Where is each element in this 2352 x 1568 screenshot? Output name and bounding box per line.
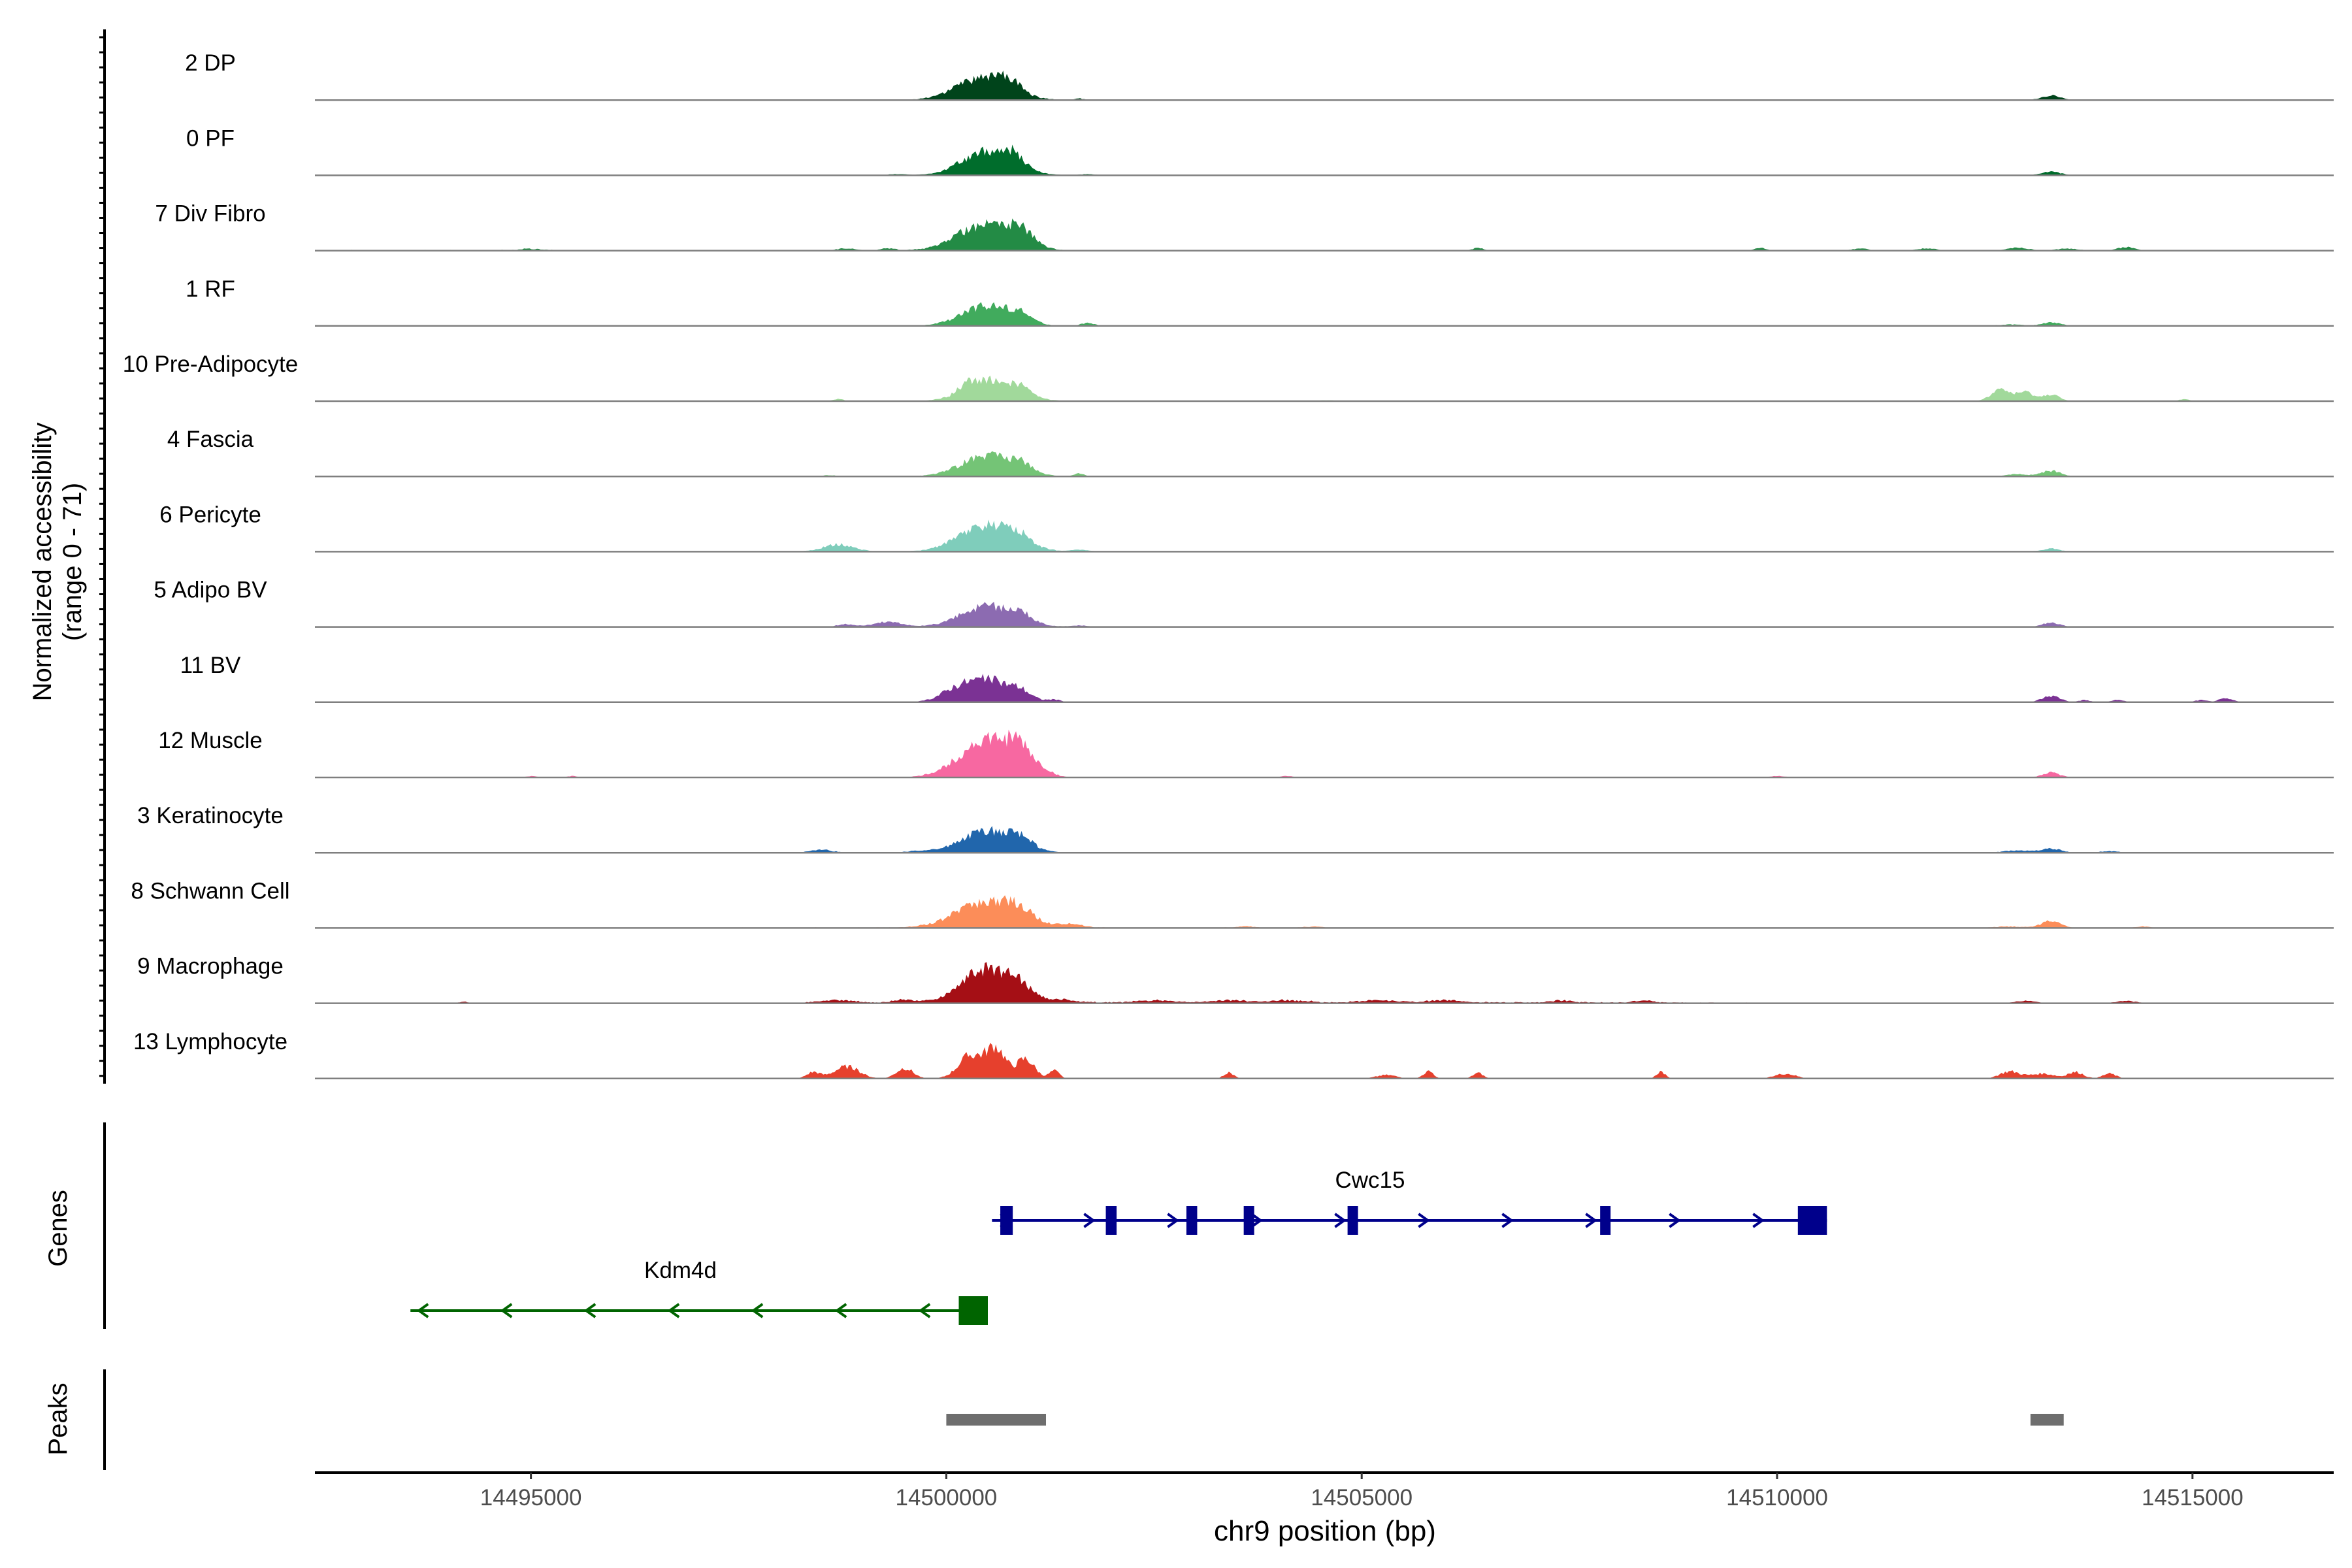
- track-11: 3 Keratinocyte: [137, 803, 2334, 854]
- exon: [1600, 1206, 1611, 1235]
- coverage-y-axis: [99, 29, 106, 1084]
- track-4: 1 RF: [186, 276, 2334, 327]
- exon: [958, 1296, 988, 1325]
- peaks-panel-label: Peaks: [44, 1382, 73, 1455]
- track-12: 8 Schwann Cell: [131, 878, 2334, 929]
- track-label: 9 Macrophage: [137, 954, 284, 979]
- coverage-area: [315, 218, 2334, 251]
- track-label: 10 Pre-Adipocyte: [123, 351, 298, 377]
- strand-arrow: [1669, 1213, 1681, 1228]
- coverage-area: [315, 375, 2334, 401]
- strand-arrow: [416, 1303, 429, 1318]
- peak-track: [946, 1414, 2064, 1426]
- track-3: 7 Div Fibro: [155, 201, 2334, 252]
- track-label: 4 Fascia: [167, 427, 254, 452]
- track-13: 9 Macrophage: [137, 954, 2334, 1004]
- exon: [1000, 1206, 1013, 1235]
- coverage-area: [315, 729, 2334, 777]
- exon: [1243, 1206, 1254, 1235]
- coverage-area: [315, 519, 2334, 552]
- coverage-area: [315, 674, 2334, 702]
- coverage-area: [315, 451, 2334, 477]
- track-label: 6 Pericyte: [159, 502, 261, 527]
- strand-arrow: [1083, 1213, 1096, 1228]
- x-tick-label: 14500000: [896, 1485, 998, 1511]
- strand-arrow: [1501, 1213, 1514, 1228]
- track-label: 13 Lymphocyte: [133, 1029, 287, 1054]
- exon: [1797, 1206, 1827, 1235]
- exon: [1186, 1206, 1198, 1235]
- strand-arrow: [751, 1303, 764, 1318]
- coverage-area: [315, 962, 2334, 1004]
- track-label: 12 Muscle: [158, 728, 263, 753]
- strand-arrow: [1752, 1213, 1765, 1228]
- track-label: 5 Adipo BV: [154, 578, 267, 603]
- track-label: 7 Div Fibro: [155, 201, 265, 227]
- coverage-area: [315, 826, 2334, 853]
- gene-cwc15: Cwc15: [992, 1168, 1827, 1235]
- coverage-area: [315, 302, 2334, 326]
- coverage-tracks: 2 DP 0 PF 7 Div Fibro 1 RF 10 Pre-Adipocyte 4…: [123, 50, 2334, 1080]
- gene-kdm4d: Kdm4d: [410, 1258, 988, 1325]
- y-axis-label: Normalized accessibility: [28, 423, 57, 702]
- strand-arrow: [1418, 1213, 1430, 1228]
- track-6: 4 Fascia: [167, 427, 2334, 478]
- strand-arrow: [1250, 1213, 1263, 1228]
- track-1: 2 DP: [185, 50, 2334, 101]
- track-2: 0 PF: [186, 125, 2334, 176]
- track-label: 11 BV: [180, 653, 241, 678]
- coverage-area: [315, 144, 2334, 176]
- peak-region: [946, 1414, 1047, 1426]
- gene-name-label: Kdm4d: [644, 1258, 717, 1283]
- coverage-area: [315, 1043, 2334, 1079]
- x-tick-label: 14505000: [1311, 1485, 1413, 1511]
- track-9: 11 BV: [180, 653, 2334, 704]
- track-label: 2 DP: [185, 50, 236, 76]
- strand-arrow: [1585, 1213, 1597, 1228]
- track-label: 0 PF: [186, 125, 235, 151]
- strand-arrow: [918, 1303, 931, 1318]
- x-tick-label: 14515000: [2142, 1485, 2244, 1511]
- strand-arrow: [1167, 1213, 1179, 1228]
- track-label: 1 RF: [186, 276, 235, 302]
- peak-region: [2030, 1414, 2064, 1426]
- strand-arrow: [667, 1303, 680, 1318]
- track-10: 12 Muscle: [158, 728, 2334, 779]
- coverage-area: [315, 71, 2334, 101]
- strand-arrow: [583, 1303, 596, 1318]
- track-5: 10 Pre-Adipocyte: [123, 351, 2334, 402]
- gene-name-label: Cwc15: [1335, 1168, 1405, 1193]
- track-14: 13 Lymphocyte: [133, 1029, 2334, 1080]
- track-label: 8 Schwann Cell: [131, 878, 289, 904]
- exon: [1347, 1206, 1358, 1235]
- coverage-area: [315, 895, 2334, 928]
- strand-arrow: [834, 1303, 847, 1318]
- strand-arrow: [500, 1303, 513, 1318]
- x-axis-label: chr9 position (bp): [1214, 1515, 1436, 1547]
- x-axis: 14495000 14500000 14505000 14510000 14515000: [315, 1471, 2334, 1511]
- genes-panel-label: Genes: [44, 1190, 73, 1267]
- x-tick-label: 14495000: [480, 1485, 582, 1511]
- strand-arrow: [1334, 1213, 1347, 1228]
- coverage-area: [315, 602, 2334, 627]
- gene-annotation-track: Cwc15 Kdm4d: [410, 1168, 1827, 1325]
- x-tick-label: 14510000: [1726, 1485, 1828, 1511]
- exon: [1105, 1206, 1117, 1235]
- track-7: 6 Pericyte: [159, 502, 2334, 553]
- track-label: 3 Keratinocyte: [137, 803, 284, 828]
- y-axis-range-label: (range 0 - 71): [58, 483, 87, 641]
- track-8: 5 Adipo BV: [154, 578, 2334, 628]
